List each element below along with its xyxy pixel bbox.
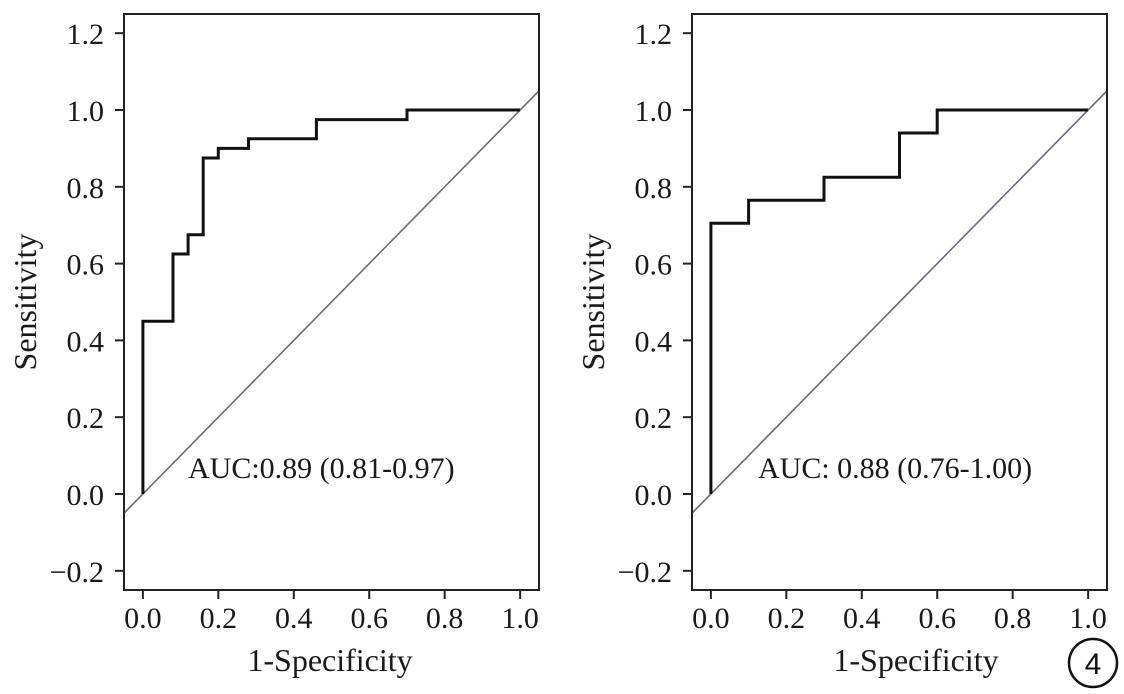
x-tick-label: 0.2 (768, 602, 806, 635)
auc-annotation: AUC:0.89 (0.81-0.97) (188, 452, 455, 485)
x-tick-label: 1.0 (1069, 602, 1107, 635)
x-tick-label: 0.0 (692, 602, 730, 635)
x-axis-title: 1-Specificity (247, 642, 412, 678)
figure-number-badge: 4 (1067, 637, 1119, 689)
reference-diagonal-line (123, 90, 540, 514)
x-tick-label: 1.0 (501, 602, 539, 635)
y-tick-label: 1.0 (635, 95, 673, 128)
y-tick-label: 1.2 (67, 18, 105, 51)
reference-diagonal-line (691, 90, 1108, 514)
x-tick-label: 0.6 (918, 602, 956, 635)
y-tick-label: 0.4 (67, 325, 105, 358)
x-tick-label: 0.4 (275, 602, 313, 635)
y-tick-label: 0.8 (67, 172, 105, 205)
plot-frame (123, 13, 540, 591)
y-tick-label: 0.6 (635, 249, 673, 282)
y-axis-title: Sensitivity (575, 234, 611, 371)
y-tick-label: 0.2 (635, 402, 673, 435)
y-tick-label: 1.2 (635, 18, 673, 51)
badge-circle (1067, 637, 1119, 689)
y-tick-label: 0.6 (67, 249, 105, 282)
auc-annotation: AUC: 0.88 (0.76-1.00) (758, 452, 1032, 485)
y-tick-label: −0.2 (618, 556, 672, 589)
badge-number: 4 (1085, 648, 1102, 681)
x-tick-label: 0.4 (843, 602, 881, 635)
x-tick-label: 0.8 (426, 602, 464, 635)
y-tick-label: 0.0 (67, 479, 105, 512)
roc-panel-right: −0.2 0.0 0.2 0.4 0.6 0.8 1.0 1.2 0.0 0.2 0.4 0.6 0.8… (575, 13, 1108, 678)
x-tick-label: 0.6 (350, 602, 388, 635)
x-axis-title: 1-Specificity (833, 642, 998, 678)
x-tick-label: 0.8 (994, 602, 1032, 635)
y-tick-label: −0.2 (50, 556, 104, 589)
y-tick-label: 0.0 (635, 479, 673, 512)
plot-frame (691, 13, 1108, 591)
y-axis-title: Sensitivity (7, 234, 43, 371)
roc-panel-left: −0.2 0.0 0.2 0.4 0.6 0.8 1.0 1.2 0.0 0.2 0.4 0.6 0.8… (7, 13, 540, 678)
y-tick-label: 0.8 (635, 172, 673, 205)
x-tick-label: 0.0 (124, 602, 162, 635)
y-tick-label: 0.2 (67, 402, 105, 435)
y-tick-label: 0.4 (635, 325, 673, 358)
roc-curve-series (141, 108, 521, 494)
x-tick-label: 0.2 (200, 602, 238, 635)
roc-curve-series (709, 108, 1089, 494)
y-tick-label: 1.0 (67, 95, 105, 128)
